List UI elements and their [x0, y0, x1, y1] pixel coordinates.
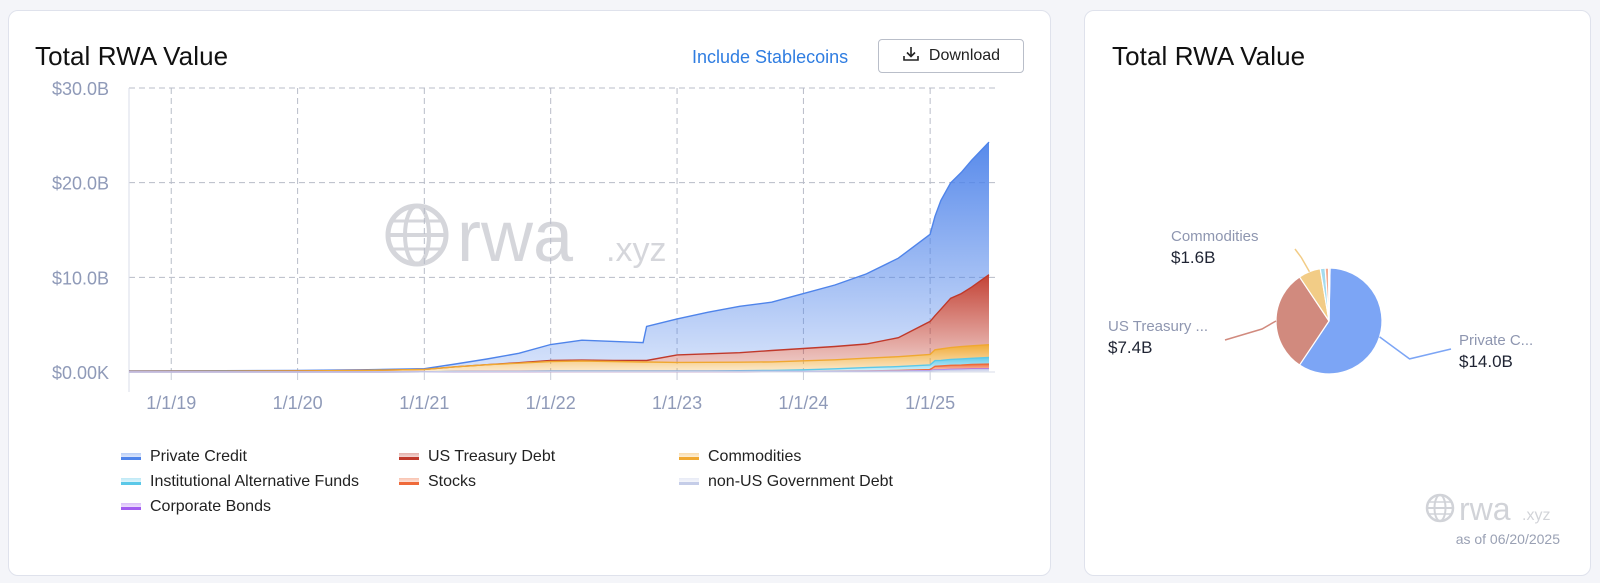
legend-item-stocks[interactable]: Stocks	[399, 472, 679, 491]
legend-item-non-us-gov[interactable]: non-US Government Debt	[679, 472, 941, 491]
area-chart: rwa .xyz $0.00K $10.0B $20.0B $30.0B 1/1/19 1…	[52, 79, 995, 413]
rwa-watermark-small: rwa .xyz	[1425, 491, 1550, 527]
chart-title: Total RWA Value	[35, 41, 229, 71]
chart-legend: Private Credit US Treasury Debt Commoditie…	[121, 447, 941, 516]
download-label: Download	[928, 47, 1001, 64]
legend-item-private-credit[interactable]: Private Credit	[121, 447, 399, 466]
y-tick-label: $20.0B	[52, 174, 109, 194]
x-tick-label: 1/1/22	[526, 393, 576, 413]
legend-item-us-treasury[interactable]: US Treasury Debt	[399, 447, 679, 466]
x-tick-label: 1/1/24	[778, 393, 828, 413]
globe-icon	[385, 203, 449, 267]
x-tick-label: 1/1/21	[399, 393, 449, 413]
as-of-date: as of 06/20/2025	[1455, 531, 1560, 547]
rwa-watermark: rwa .xyz	[385, 197, 666, 277]
legend-item-commodities[interactable]: Commodities	[679, 447, 941, 466]
line-private_credit	[128, 141, 990, 372]
pie-leader-line	[1294, 248, 1311, 273]
x-tick-label: 1/1/23	[652, 393, 702, 413]
legend-swatch	[679, 478, 699, 485]
rwa-pie-chart-card: Total RWA Value Private C... $14.0B US Tre…	[1084, 10, 1591, 576]
pie-label-value: $7.4B	[1108, 338, 1152, 357]
pie-label-name: US Treasury ...	[1108, 318, 1208, 335]
pie-leader-line	[1224, 320, 1277, 341]
legend-label: non-US Government Debt	[708, 472, 893, 490]
line-non_us_gov	[129, 368, 990, 373]
pie-slice[interactable]	[1298, 267, 1383, 375]
legend-label: Institutional Alternative Funds	[150, 472, 360, 490]
pie-label-value: $14.0B	[1459, 352, 1513, 371]
svg-text:rwa: rwa	[1459, 491, 1511, 527]
rwa-area-chart-card: Total RWA Value Include Stablecoins Down…	[8, 10, 1051, 576]
include-stablecoins-toggle[interactable]: Include Stablecoins	[692, 47, 849, 67]
legend-item-corporate-bonds[interactable]: Corporate Bonds	[121, 497, 399, 516]
x-tick-label: 1/1/25	[905, 393, 955, 413]
legend-swatch	[121, 503, 141, 510]
area-commodities	[129, 344, 989, 372]
pie-chart-title: Total RWA Value	[1112, 41, 1306, 71]
area-private_credit	[129, 142, 989, 372]
y-tick-label: $10.0B	[52, 268, 109, 288]
line-commodities	[128, 344, 990, 373]
x-tick-label: 1/1/19	[146, 393, 196, 413]
legend-swatch	[399, 478, 419, 485]
legend-label: Commodities	[708, 447, 802, 465]
globe-icon-small	[1425, 493, 1455, 523]
legend-swatch	[399, 453, 419, 460]
pie-label-name: Commodities	[1171, 228, 1259, 245]
watermark-suffix: .xyz	[606, 231, 666, 269]
pie-slice[interactable]	[1328, 267, 1331, 322]
legend-label: Corporate Bonds	[150, 497, 271, 515]
x-tick-label: 1/1/20	[273, 393, 323, 413]
legend-swatch	[679, 453, 699, 460]
svg-text:.xyz: .xyz	[1522, 507, 1550, 524]
pie-label-value: $1.6B	[1171, 248, 1215, 267]
y-tick-label: $30.0B	[52, 79, 109, 99]
legend-label: US Treasury Debt	[428, 447, 556, 465]
y-tick-label: $0.00K	[52, 363, 109, 383]
pie-chart: Private C... $14.0B US Treasury ... $7.4B Co…	[1108, 228, 1533, 375]
pie-label-name: Private C...	[1459, 332, 1533, 349]
watermark-text: rwa	[457, 197, 574, 277]
legend-label: Stocks	[428, 472, 477, 490]
legend-item-inst-alt-funds[interactable]: Institutional Alternative Funds	[121, 472, 399, 491]
pie-leader-line	[1379, 336, 1452, 360]
download-button[interactable]: Download	[878, 39, 1024, 73]
download-icon	[902, 46, 920, 67]
legend-swatch	[121, 478, 141, 485]
legend-label: Private Credit	[150, 447, 247, 465]
legend-swatch	[121, 453, 141, 460]
